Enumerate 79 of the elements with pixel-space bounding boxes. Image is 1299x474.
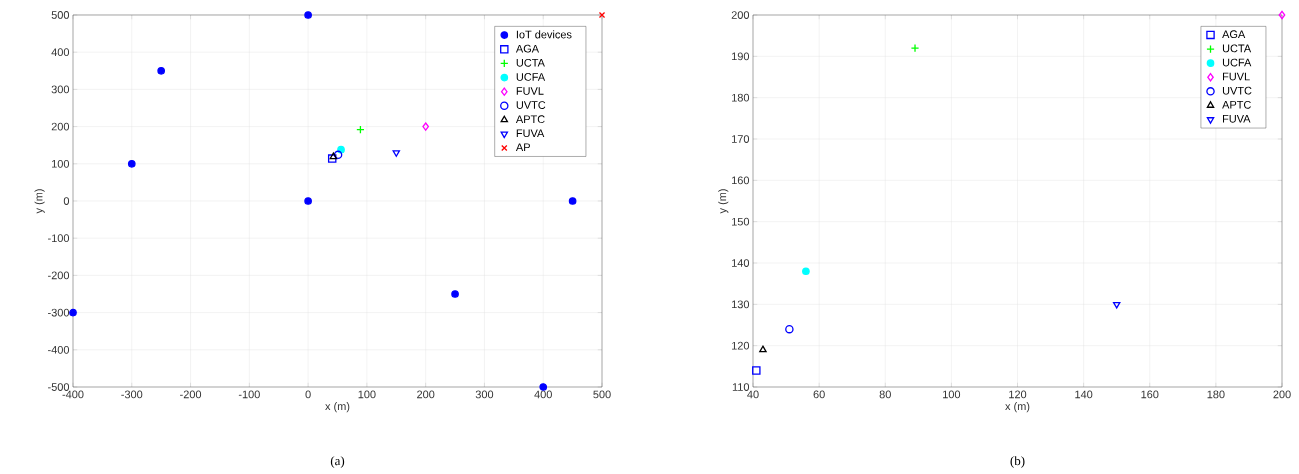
y-tick-label: -200 xyxy=(48,271,70,280)
y-tick-label: -400 xyxy=(48,345,70,354)
point xyxy=(802,267,810,276)
y-tick-label: 300 xyxy=(51,85,70,94)
legend-label: FUVA xyxy=(516,129,545,138)
x-tick-label: 200 xyxy=(1273,390,1291,399)
text: (b) xyxy=(1010,456,1025,468)
x-tick-label: 140 xyxy=(1075,390,1093,399)
x-axis-title: x (m) xyxy=(1005,402,1030,413)
legend-label: UCTA xyxy=(1222,44,1252,53)
x-tick-label: -400 xyxy=(62,390,84,399)
y-axis-title: y (m) xyxy=(34,189,45,214)
y-tick-label: 200 xyxy=(731,11,750,19)
y-tick-label: 180 xyxy=(732,93,750,102)
y-axis-title: y (m) xyxy=(718,189,729,214)
x-tick-label: 300 xyxy=(475,390,494,399)
x-tick-label: 160 xyxy=(1141,390,1159,399)
legend-label: FUVL xyxy=(516,87,544,95)
y-tick-label: 170 xyxy=(732,135,750,143)
legend-label: UCFA xyxy=(1222,58,1252,67)
x-tick-label: -300 xyxy=(121,390,143,399)
legend-label: UCFA xyxy=(516,73,546,81)
legend-label: APTC xyxy=(1222,100,1251,109)
x-tick-label: 180 xyxy=(1207,390,1225,399)
x-tick-label: -200 xyxy=(180,390,202,399)
point xyxy=(304,11,312,19)
x-tick-label: 100 xyxy=(358,390,376,399)
y-tick-label: 140 xyxy=(732,259,750,267)
y-tick-label: 100 xyxy=(52,159,70,168)
legend-label: APTC xyxy=(515,115,545,124)
point xyxy=(127,159,136,168)
y-tick-label: 150 xyxy=(732,217,750,226)
point xyxy=(157,66,166,75)
point xyxy=(392,150,401,157)
y-tick-label: 110 xyxy=(732,383,750,391)
x-tick-label: 40 xyxy=(747,390,759,399)
y-tick-label: 120 xyxy=(732,341,750,350)
x-tick-label: 80 xyxy=(879,390,891,399)
point xyxy=(304,197,312,205)
point xyxy=(333,150,343,160)
y-tick-label: -100 xyxy=(48,234,70,243)
y-tick-label: 160 xyxy=(732,176,750,185)
point xyxy=(785,324,794,334)
x-axis-title: x (m) xyxy=(325,402,350,413)
legend-label: FUVL xyxy=(1223,72,1250,81)
x-tick-label: 500 xyxy=(593,390,611,399)
point xyxy=(910,43,920,53)
point xyxy=(752,366,761,375)
legend-label: UCTA xyxy=(516,58,545,67)
x-tick-label: 60 xyxy=(813,390,825,399)
point xyxy=(1278,10,1286,20)
y-tick-label: 130 xyxy=(732,300,750,309)
y-tick-label: 190 xyxy=(732,52,750,61)
x-tick-label: 100 xyxy=(943,390,961,399)
point xyxy=(422,122,430,131)
legend-label: FUVA xyxy=(1223,115,1251,123)
point xyxy=(1112,301,1121,309)
y-tick-label: -500 xyxy=(48,383,70,391)
x-tick-label: 400 xyxy=(534,390,552,399)
x-tick-label: 200 xyxy=(417,390,435,399)
legend-label: UVTC xyxy=(516,101,546,109)
legend-label: AP xyxy=(515,143,530,151)
x-tick-label: 0 xyxy=(305,390,311,399)
legend-label: UVTC xyxy=(1222,86,1252,95)
point xyxy=(568,197,577,205)
point xyxy=(451,290,459,298)
text: (a) xyxy=(330,456,345,468)
point xyxy=(69,308,77,317)
legend-label: AGA xyxy=(1222,30,1246,39)
y-tick-label: 500 xyxy=(51,11,70,19)
x-tick-label: -100 xyxy=(238,390,260,399)
y-tick-label: 0 xyxy=(63,197,70,205)
y-tick-label: 400 xyxy=(51,48,70,57)
y-tick-label: -300 xyxy=(48,308,70,317)
y-tick-label: 200 xyxy=(51,122,70,131)
legend-label: IoT devices xyxy=(516,30,572,39)
x-tick-label: 120 xyxy=(1009,390,1027,399)
point xyxy=(759,345,767,353)
legend-label: AGA xyxy=(515,44,540,53)
